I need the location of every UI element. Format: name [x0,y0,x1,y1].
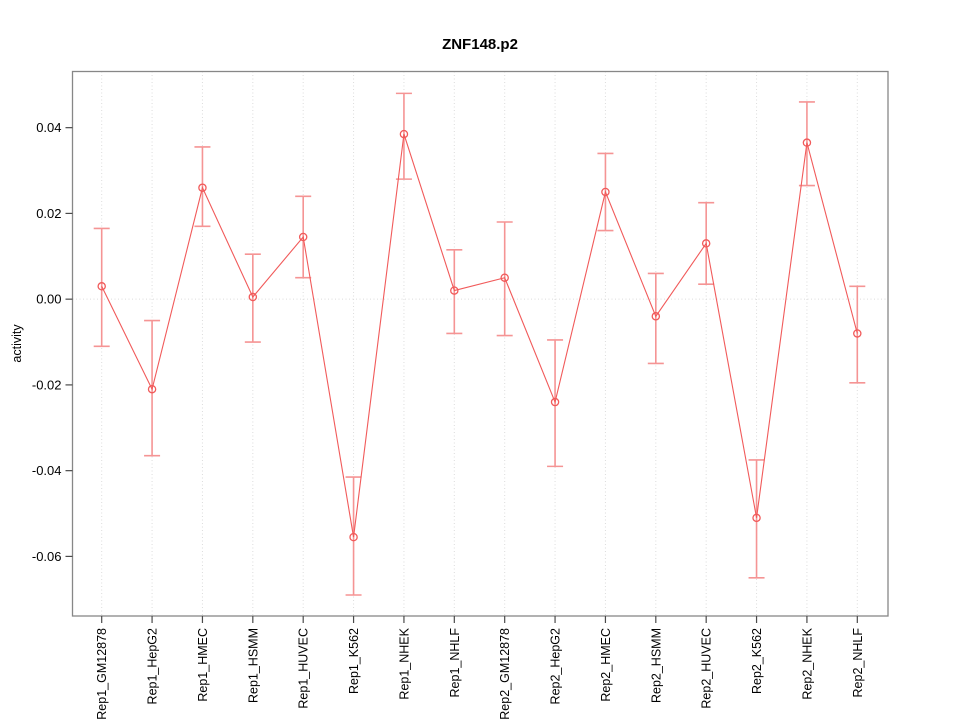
y-tick-label: 0.00 [36,292,61,307]
plot-frame [71,70,889,617]
x-category-label: Rep2_NHEK [800,627,814,699]
data-point [97,282,106,291]
x-category-label: Rep1_HMEC [196,628,210,702]
data-point [651,312,661,321]
data-point [500,273,509,282]
x-category-label: Rep2_HUVEC [700,628,714,709]
data-point [701,239,711,248]
data-point [752,513,761,523]
x-category-label: Rep1_HepG2 [146,628,160,704]
plot-area: 0.04 0.02 0.00 -0.02 -0.04 -0.06 Rep1_GM12878 R… [32,70,889,720]
data-point [601,187,610,197]
x-category-label: Rep2_K562 [750,628,764,694]
x-category-label: Rep1_HSMM [246,628,260,703]
x-category-label: Rep1_NHLF [448,628,462,698]
y-tick-label: -0.06 [32,549,62,564]
series-line [101,133,858,538]
x-category-label: Rep2_NHLF [851,628,865,698]
x-category-label: Rep1_GM12878 [95,628,109,720]
y-tick-label: 0.04 [36,120,61,135]
x-category-label: Rep1_HUVEC [297,628,311,709]
data-point [853,329,862,338]
chart-title: ZNF148.p2 [442,36,518,53]
x-category-label: Rep1_K562 [347,628,361,694]
x-category-label: Rep2_HepG2 [549,628,563,704]
data-point [349,532,358,542]
data-point [399,129,409,139]
x-category-label: Rep1_NHEK [397,627,411,699]
x-category-label: Rep2_HMEC [599,628,613,702]
x-category-label: Rep2_HSMM [649,628,663,703]
data-point [198,183,207,192]
data-point [550,397,560,407]
y-axis-title: activity [10,324,24,363]
data-point [802,138,812,147]
data-point [450,286,459,295]
x-category-label: Rep2_GM12878 [498,628,512,720]
data-point [248,292,258,302]
y-tick-label: 0.02 [36,206,61,221]
y-tick-label: -0.04 [32,463,62,478]
data-point [147,384,157,394]
data-point [298,232,308,242]
y-tick-label: -0.02 [32,377,62,392]
